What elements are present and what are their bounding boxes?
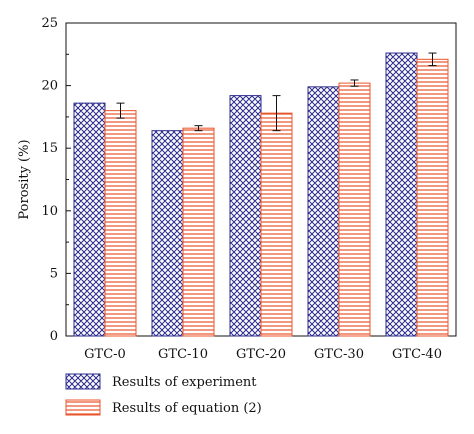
y-axis-title: Porosity (%) xyxy=(17,139,32,219)
legend-label: Results of experiment xyxy=(112,375,257,390)
plot-area: 0 5 10 15 20 25 Porosity (%) GTC-0 GTC-10 GTC-20 G… xyxy=(17,16,457,362)
x-tick-label: GTC-40 xyxy=(392,347,442,362)
y-tick-label: 25 xyxy=(41,16,58,31)
bar-equation xyxy=(182,127,215,337)
y-tick-label: 15 xyxy=(41,141,58,156)
legend-swatch xyxy=(65,373,101,390)
bar-experiment xyxy=(151,130,184,337)
y-tick-label: 20 xyxy=(41,79,58,94)
y-tick-label: 10 xyxy=(41,204,58,219)
y-tick-label: 0 xyxy=(50,329,58,344)
x-tick-label: GTC-20 xyxy=(236,347,286,362)
bar-equation xyxy=(260,112,293,337)
legend: Results of experiment Results of equation… xyxy=(65,373,262,416)
bar-equation xyxy=(104,110,137,337)
bar-experiment xyxy=(73,102,106,337)
legend-label: Results of equation (2) xyxy=(112,401,262,416)
x-tick-label: GTC-30 xyxy=(314,347,364,362)
x-tick-label: GTC-10 xyxy=(158,347,208,362)
bar-equation xyxy=(338,82,371,337)
bar-experiment xyxy=(385,52,418,337)
legend-swatch xyxy=(65,399,101,416)
x-tick-label: GTC-0 xyxy=(84,347,126,362)
bar-experiment xyxy=(307,86,340,337)
bar-equation xyxy=(416,58,449,337)
bar-experiment xyxy=(229,95,262,337)
y-tick-label: 5 xyxy=(50,266,58,281)
